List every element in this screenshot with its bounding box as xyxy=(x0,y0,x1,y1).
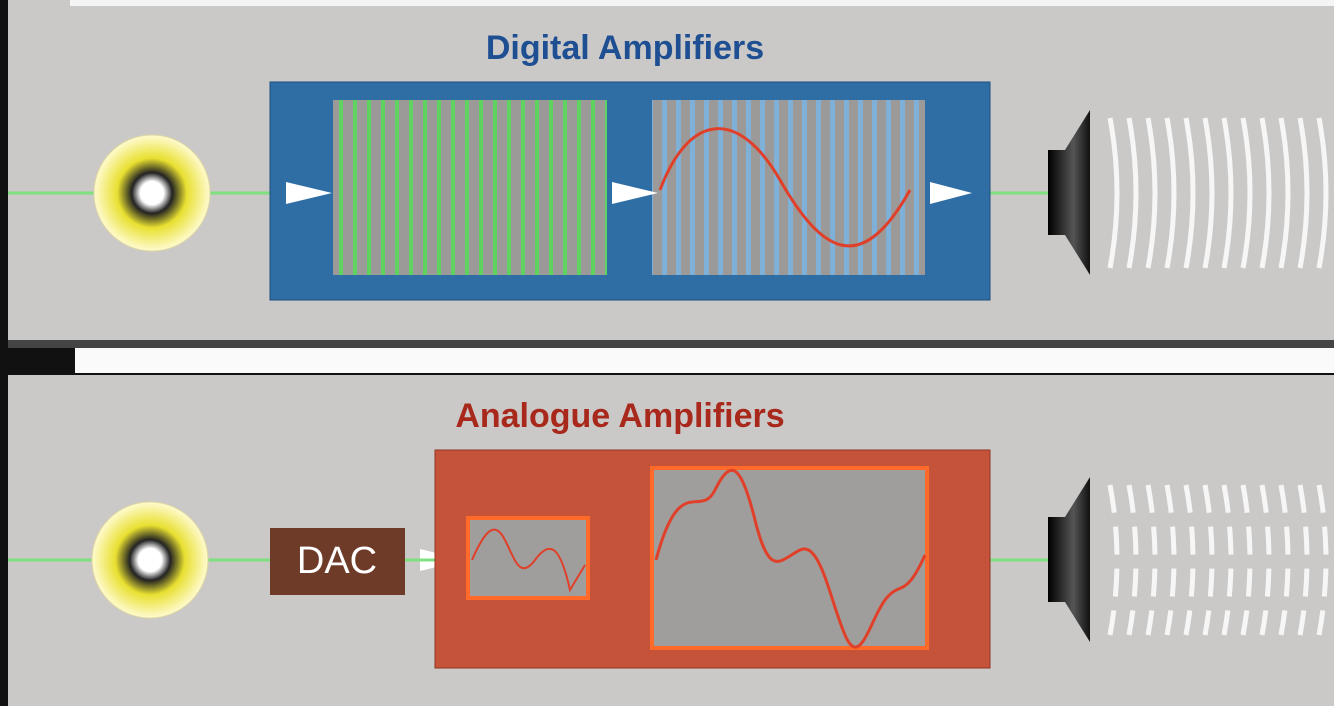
sound-waves xyxy=(1107,484,1329,636)
separator xyxy=(75,348,1334,373)
dac-label: DAC xyxy=(297,540,377,582)
dac-box xyxy=(270,528,405,595)
sound-arc xyxy=(1278,484,1291,636)
analogue-wave xyxy=(654,469,927,649)
sound-arc xyxy=(1221,484,1234,636)
sound-arc xyxy=(1164,484,1177,636)
sound-arc xyxy=(1240,484,1253,636)
sound-arc xyxy=(1145,117,1158,269)
sound-arc xyxy=(1107,117,1120,269)
separator xyxy=(8,340,1334,348)
speaker xyxy=(1048,477,1090,642)
sound-arc xyxy=(1202,484,1215,636)
sound-arc xyxy=(1259,484,1272,636)
sound-arc xyxy=(1297,117,1310,269)
sound-arc xyxy=(1145,484,1158,636)
sound-arc xyxy=(1126,117,1139,269)
output-panel xyxy=(652,100,925,275)
pwm-panel xyxy=(333,100,607,275)
analogue-wave xyxy=(471,528,586,593)
sound-arc xyxy=(1221,117,1234,269)
sine-wave xyxy=(658,127,912,248)
sound-arc xyxy=(1164,117,1177,269)
speaker xyxy=(1048,110,1090,275)
sound-arc xyxy=(1259,117,1272,269)
sound-arc xyxy=(1183,117,1196,269)
title: Analogue Amplifiers xyxy=(455,397,784,435)
sound-arc xyxy=(1316,484,1329,636)
cd-icon xyxy=(93,134,211,252)
title: Digital Amplifiers xyxy=(486,29,764,67)
sound-arc xyxy=(1278,117,1291,269)
sound-arc xyxy=(1297,484,1310,636)
sound-arc xyxy=(1107,484,1120,636)
cd-icon xyxy=(91,501,209,619)
sound-waves xyxy=(1107,117,1329,269)
sound-arc xyxy=(1202,117,1215,269)
sound-arc xyxy=(1240,117,1253,269)
sound-arc xyxy=(1126,484,1139,636)
sound-arc xyxy=(1183,484,1196,636)
output-panel xyxy=(650,466,929,650)
sound-arc xyxy=(1316,117,1329,269)
panel-edge xyxy=(70,0,1334,6)
